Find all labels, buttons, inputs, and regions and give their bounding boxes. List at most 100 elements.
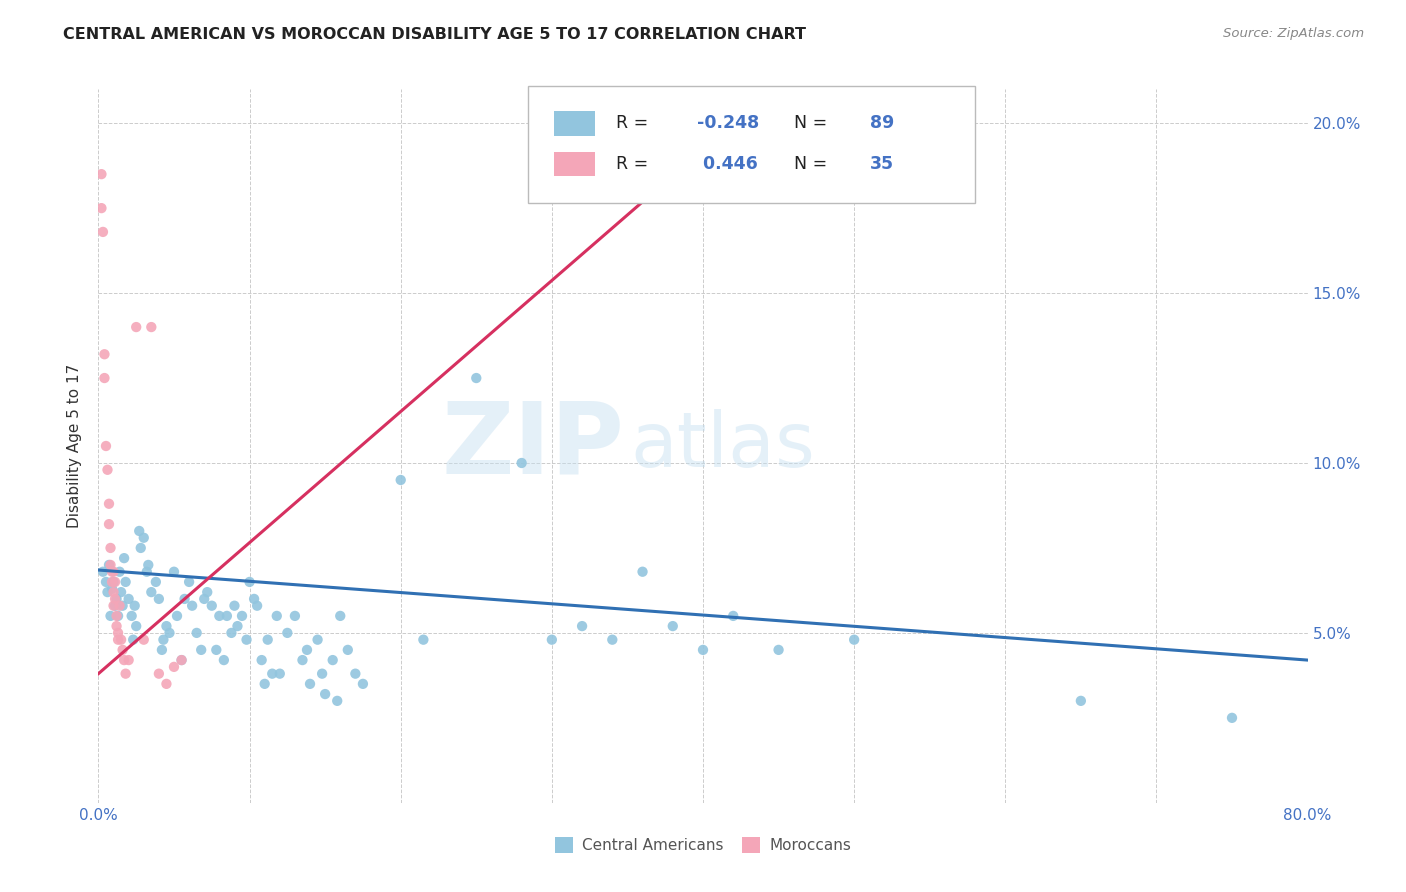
Point	[111, 599, 134, 613]
Point	[125, 320, 148, 334]
Point	[170, 653, 193, 667]
Y-axis label: Disability Age 5 to 17: Disability Age 5 to 17	[67, 364, 83, 528]
Point	[291, 653, 314, 667]
Point	[179, 574, 201, 589]
Point	[110, 632, 132, 647]
Point	[235, 632, 257, 647]
Text: -0.248: -0.248	[697, 114, 759, 132]
Point	[98, 558, 121, 572]
Point	[510, 456, 533, 470]
Point	[101, 565, 124, 579]
Point	[100, 558, 122, 572]
Point	[571, 619, 593, 633]
Point	[170, 653, 193, 667]
Point	[98, 517, 121, 532]
Point	[243, 591, 266, 606]
Point	[326, 694, 349, 708]
Point	[844, 632, 866, 647]
Point	[195, 585, 218, 599]
Point	[661, 619, 683, 633]
Point	[114, 574, 136, 589]
Point	[208, 608, 231, 623]
Point	[155, 677, 177, 691]
Text: 35: 35	[870, 155, 894, 173]
Point	[631, 565, 654, 579]
Point	[100, 541, 122, 555]
Point	[163, 565, 186, 579]
Point	[253, 677, 276, 691]
Point	[389, 473, 412, 487]
Text: 89: 89	[870, 114, 894, 132]
Point	[96, 463, 118, 477]
Point	[103, 599, 125, 613]
Point	[141, 585, 163, 599]
Point	[205, 643, 228, 657]
Point	[1220, 711, 1243, 725]
Point	[103, 565, 125, 579]
Point	[107, 608, 129, 623]
Point	[221, 626, 243, 640]
Point	[112, 551, 135, 566]
Point	[239, 574, 262, 589]
Text: Source: ZipAtlas.com: Source: ZipAtlas.com	[1223, 27, 1364, 40]
Point	[124, 599, 146, 613]
Point	[104, 574, 127, 589]
Point	[412, 632, 434, 647]
Point	[322, 653, 344, 667]
Point	[299, 677, 322, 691]
Point	[193, 591, 215, 606]
Text: atlas: atlas	[630, 409, 815, 483]
Text: CENTRAL AMERICAN VS MOROCCAN DISABILITY AGE 5 TO 17 CORRELATION CHART: CENTRAL AMERICAN VS MOROCCAN DISABILITY …	[63, 27, 806, 42]
Point	[352, 677, 374, 691]
Point	[246, 599, 269, 613]
Point	[186, 626, 208, 640]
Point	[90, 201, 112, 215]
Point	[104, 599, 127, 613]
Point	[104, 591, 127, 606]
FancyBboxPatch shape	[527, 86, 976, 203]
Text: R =: R =	[616, 114, 654, 132]
Point	[159, 626, 181, 640]
Text: ZIP: ZIP	[441, 398, 624, 494]
Point	[173, 591, 195, 606]
Text: R =: R =	[616, 155, 654, 173]
Point	[112, 653, 135, 667]
Point	[111, 643, 134, 657]
Point	[250, 653, 273, 667]
Point	[103, 574, 125, 589]
Point	[100, 608, 122, 623]
Point	[105, 591, 128, 606]
Point	[155, 619, 177, 633]
Point	[110, 585, 132, 599]
Point	[212, 653, 235, 667]
Point	[276, 626, 298, 640]
Point	[145, 574, 167, 589]
Point	[122, 632, 145, 647]
Point	[602, 632, 624, 647]
Point	[107, 632, 129, 647]
Point	[163, 660, 186, 674]
Point	[107, 626, 129, 640]
Point	[129, 541, 152, 555]
Point	[262, 666, 284, 681]
Point	[284, 608, 307, 623]
Point	[336, 643, 359, 657]
Point	[344, 666, 367, 681]
Point	[692, 643, 714, 657]
Point	[93, 371, 115, 385]
Legend: Central Americans, Moroccans: Central Americans, Moroccans	[548, 831, 858, 859]
Point	[465, 371, 488, 385]
Point	[148, 666, 170, 681]
Point	[166, 608, 188, 623]
Point	[266, 608, 288, 623]
Point	[201, 599, 224, 613]
Point	[94, 439, 117, 453]
Point	[94, 574, 117, 589]
Point	[215, 608, 238, 623]
Point	[768, 643, 790, 657]
Point	[269, 666, 291, 681]
Point	[101, 582, 124, 596]
Text: 0.446: 0.446	[697, 155, 758, 173]
Point	[723, 608, 745, 623]
Point	[118, 591, 141, 606]
